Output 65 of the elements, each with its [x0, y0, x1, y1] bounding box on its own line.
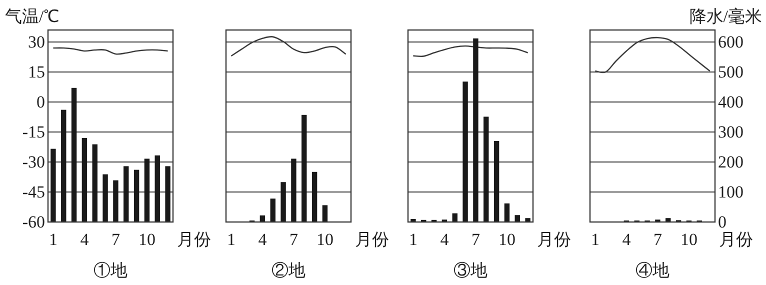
bar [525, 218, 530, 222]
y2-axis-title: 降水/毫米 [689, 7, 762, 26]
x-tick-label: 7 [653, 230, 662, 249]
x-tick-label: 1 [226, 230, 236, 249]
bar [113, 180, 118, 222]
y-tick-label: -60 [22, 212, 45, 232]
y2-tick-label: 400 [718, 92, 744, 112]
bar [124, 166, 129, 222]
bar [494, 141, 500, 222]
bar [154, 155, 160, 222]
bar [514, 215, 520, 222]
x-axis-title: 月份 [719, 230, 753, 249]
y-tick-label: 0 [36, 92, 45, 112]
x-tick-label: 7 [289, 230, 298, 249]
bar [312, 172, 318, 222]
y2-tick-label: 500 [718, 62, 744, 82]
y2-tick-label: 100 [718, 182, 744, 202]
x-tick-label: 4 [440, 230, 450, 249]
bar [71, 88, 77, 222]
bar [165, 166, 170, 222]
bar [50, 148, 56, 222]
x-tick-label: 10 [498, 230, 516, 249]
y2-tick-label: 200 [718, 152, 744, 172]
x-tick-label: 10 [138, 230, 156, 249]
bar [302, 114, 307, 222]
y-tick-label: -45 [22, 182, 45, 202]
x-tick-label: 1 [408, 230, 418, 249]
bar [473, 38, 478, 222]
x-tick-label: 1 [48, 230, 58, 249]
y2-tick-label: 600 [718, 32, 744, 52]
x-tick-label: 10 [680, 230, 698, 249]
bar [92, 144, 98, 222]
text: ①地 [94, 261, 128, 280]
x-tick-label: 4 [258, 230, 268, 249]
x-axis-title: 月份 [355, 230, 389, 249]
bar [134, 170, 140, 222]
x-tick-label: 4 [80, 230, 90, 249]
y2-tick-label: 300 [718, 122, 744, 142]
bar [484, 116, 489, 222]
y2-tick-label: 0 [718, 212, 726, 232]
y-axis-title: 气温/℃ [5, 7, 60, 26]
y-tick-label: 15 [28, 62, 45, 82]
y-tick-label: -15 [22, 122, 45, 142]
bar [144, 158, 150, 222]
bar [270, 198, 276, 222]
x-tick-label: 7 [471, 230, 480, 249]
bar [82, 138, 88, 222]
bar [504, 203, 510, 222]
text: ③地 [454, 261, 488, 280]
bar [102, 174, 108, 222]
bar [291, 158, 296, 222]
y-tick-label: -30 [22, 152, 45, 172]
bar [61, 110, 66, 222]
text: ④地 [636, 261, 670, 280]
x-tick-label: 1 [590, 230, 600, 249]
x-axis-title: 月份 [177, 230, 211, 249]
x-axis-title: 月份 [537, 230, 571, 249]
x-tick-label: 7 [111, 230, 120, 249]
y-tick-label: 30 [28, 32, 45, 52]
x-tick-label: 10 [316, 230, 334, 249]
bar [322, 205, 328, 222]
bar [462, 82, 468, 222]
bar [280, 182, 286, 222]
text: ②地 [272, 261, 306, 280]
x-tick-label: 4 [622, 230, 632, 249]
